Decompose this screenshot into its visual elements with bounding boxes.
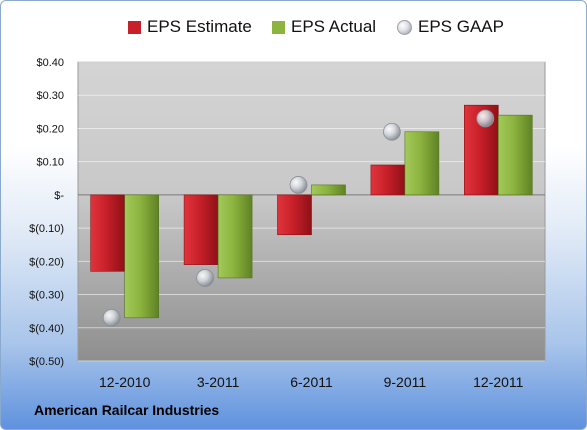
y-tick-label: $0.20 bbox=[36, 123, 64, 135]
legend-swatch-actual bbox=[272, 20, 285, 34]
legend-marker-gaap bbox=[397, 19, 412, 35]
actual-bar bbox=[497, 114, 533, 196]
x-tick-label: 12-2010 bbox=[99, 374, 151, 390]
actual-bar bbox=[404, 131, 440, 196]
x-tick-label: 9-2011 bbox=[384, 374, 427, 390]
actual-bar bbox=[124, 194, 159, 319]
y-tick-label: $0.40 bbox=[36, 57, 64, 69]
legend-label-estimate: EPS Estimate bbox=[147, 17, 252, 36]
legend-swatch-estimate bbox=[128, 20, 141, 34]
legend-label-gaap: EPS GAAP bbox=[418, 17, 504, 36]
y-tick-label: $(0.40) bbox=[29, 323, 64, 335]
x-tick-label: 3-2011 bbox=[197, 374, 240, 390]
company-name: American Railcar Industries bbox=[34, 402, 220, 418]
y-tick-label: $(0.30) bbox=[29, 290, 64, 302]
actual-bar bbox=[217, 194, 253, 279]
y-tick-label: $0.10 bbox=[36, 157, 64, 169]
gaap-marker bbox=[476, 109, 495, 128]
actual-bar bbox=[311, 184, 346, 196]
estimate-bar bbox=[90, 194, 125, 272]
y-tick-label: $(0.10) bbox=[29, 223, 64, 235]
legend: EPS Estimate EPS Actual EPS GAAP bbox=[1, 17, 586, 43]
legend-label-actual: EPS Actual bbox=[291, 17, 377, 36]
x-tick-label: 12-2011 bbox=[473, 374, 524, 390]
estimate-bar bbox=[277, 194, 312, 236]
estimate-bar bbox=[183, 194, 219, 265]
legend-item-gaap: EPS GAAP bbox=[397, 17, 504, 37]
gaap-marker bbox=[196, 269, 215, 287]
estimate-bar bbox=[370, 164, 406, 196]
y-tick-label: $0.30 bbox=[36, 90, 64, 102]
legend-item-estimate: EPS Estimate bbox=[128, 17, 252, 37]
y-tick-label: $(0.50) bbox=[29, 356, 64, 368]
legend-item-actual: EPS Actual bbox=[272, 17, 376, 37]
gaap-marker bbox=[289, 176, 308, 194]
y-tick-label: $- bbox=[54, 190, 64, 202]
x-tick-label: 6-2011 bbox=[290, 374, 333, 390]
gaap-marker bbox=[102, 308, 121, 327]
y-tick-label: $(0.20) bbox=[29, 256, 64, 268]
gaap-marker bbox=[382, 122, 401, 141]
